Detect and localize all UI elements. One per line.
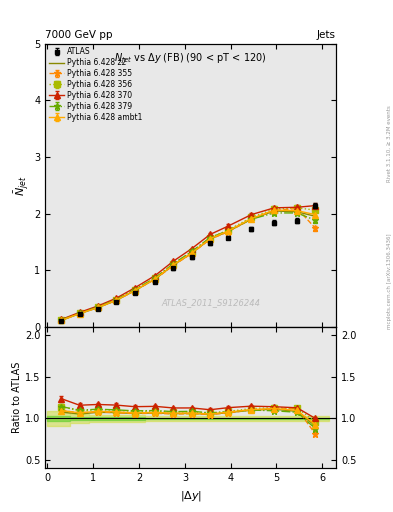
Pythia 6.428 z2 [272, 208, 277, 214]
Text: mcplots.cern.ch [arXiv:1306.3436]: mcplots.cern.ch [arXiv:1306.3436] [387, 234, 392, 329]
Pythia 6.428 z2 [95, 305, 100, 311]
Pythia 6.428 z2 [313, 214, 318, 220]
Text: Jets: Jets [317, 30, 336, 40]
Y-axis label: $\bar{N}_{jet}$: $\bar{N}_{jet}$ [13, 175, 31, 196]
Pythia 6.428 z2 [208, 236, 213, 242]
Legend: ATLAS, Pythia 6.428 z2, Pythia 6.428 355, Pythia 6.428 356, Pythia 6.428 370, Py: ATLAS, Pythia 6.428 z2, Pythia 6.428 355… [48, 46, 144, 123]
Text: $N_{jet}$ vs $\Delta y$ (FB) (90 < pT < 120): $N_{jet}$ vs $\Delta y$ (FB) (90 < pT < … [114, 52, 267, 67]
Pythia 6.428 z2 [77, 311, 82, 317]
Pythia 6.428 z2 [249, 216, 253, 222]
X-axis label: $|\Delta y|$: $|\Delta y|$ [180, 489, 202, 503]
Text: Rivet 3.1.10, ≥ 3.2M events: Rivet 3.1.10, ≥ 3.2M events [387, 105, 392, 182]
Pythia 6.428 z2 [114, 297, 119, 304]
Line: Pythia 6.428 z2: Pythia 6.428 z2 [61, 211, 316, 321]
Pythia 6.428 z2 [153, 276, 158, 282]
Text: 7000 GeV pp: 7000 GeV pp [45, 30, 113, 40]
Pythia 6.428 z2 [295, 209, 299, 215]
Y-axis label: Ratio to ATLAS: Ratio to ATLAS [12, 362, 22, 433]
Pythia 6.428 z2 [171, 262, 176, 268]
Pythia 6.428 z2 [226, 228, 231, 234]
Pythia 6.428 z2 [59, 317, 64, 324]
Pythia 6.428 z2 [132, 288, 137, 294]
Text: ATLAS_2011_S9126244: ATLAS_2011_S9126244 [162, 298, 261, 307]
Pythia 6.428 z2 [189, 250, 194, 256]
